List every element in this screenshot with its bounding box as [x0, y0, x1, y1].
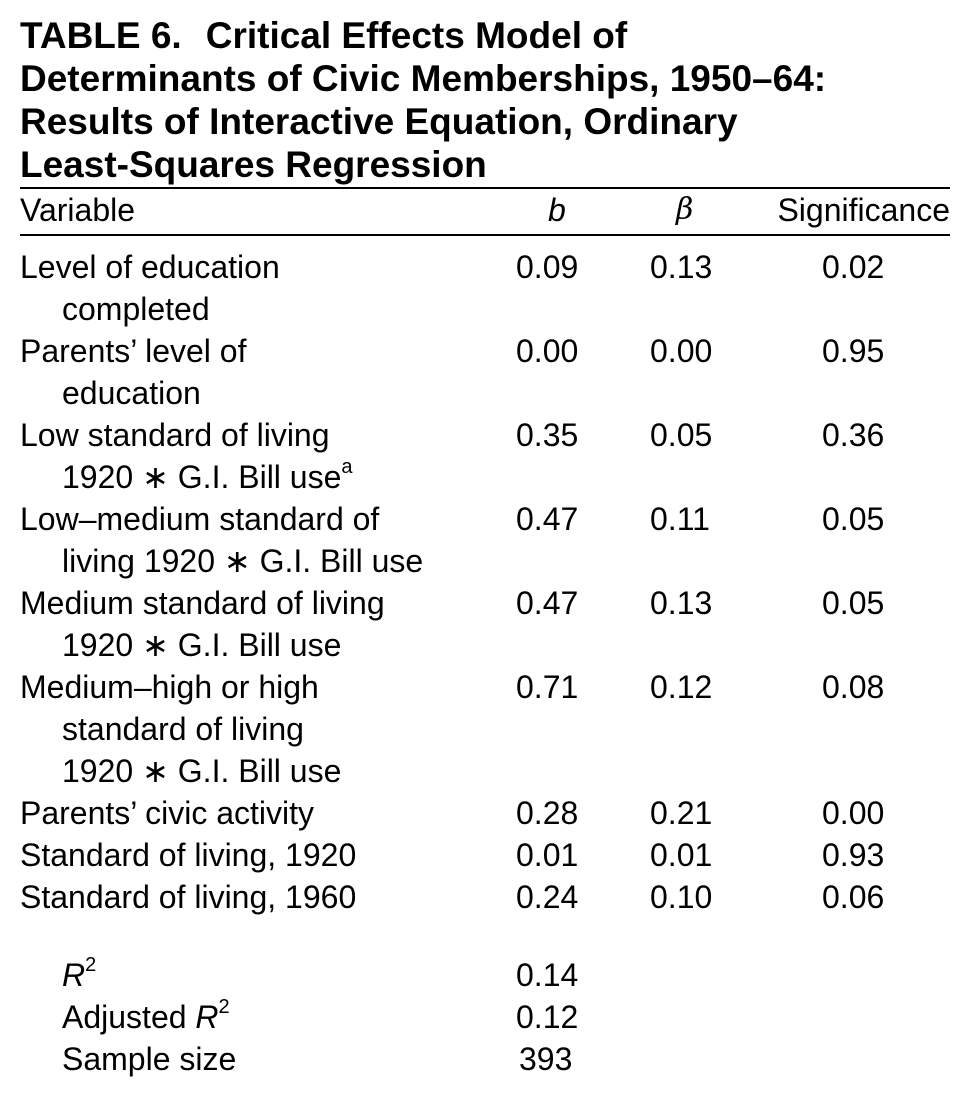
table-page: TABLE 6. Critical Effects Model of Determ…	[20, 0, 950, 1080]
table-row: Medium–high or high standard of living 192…	[20, 666, 950, 792]
stat-value-sample-size: 393	[519, 1041, 573, 1077]
row-significance-value: 0.93	[822, 837, 885, 873]
row-variable: Parents’ civic activity	[20, 792, 498, 834]
row-variable-label: Medium standard of living	[20, 585, 385, 621]
row-beta-value: 0.05	[650, 417, 713, 453]
row-significance-value: 0.05	[822, 501, 885, 537]
row-significance-value: 0.08	[822, 669, 885, 705]
column-header-significance: Significance	[738, 187, 950, 236]
row-beta-value: 0.13	[650, 585, 713, 621]
row-significance-value: 0.02	[822, 249, 885, 285]
stat-label-adjusted-r2: Adjusted R2	[20, 996, 498, 1038]
row-b-value: 0.35	[516, 417, 579, 453]
row-significance-value: 0.00	[822, 795, 885, 831]
row-variable-continuation: education	[62, 375, 201, 411]
row-variable-label: Standard of living, 1920	[20, 837, 357, 873]
stat-value-adjusted-r2: 0.12	[516, 999, 579, 1035]
r-symbol: R	[62, 957, 86, 993]
table-number: TABLE 6.	[20, 15, 182, 56]
row-b-value: 0.28	[516, 795, 579, 831]
row-variable-label: Medium–high or high	[20, 669, 319, 705]
table-title-line-2: Determinants of Civic Memberships, 1950–…	[20, 58, 827, 99]
row-b-value: 0.09	[516, 249, 579, 285]
stat-row-adjusted-r2: Adjusted R2 0.12	[20, 996, 950, 1038]
stat-label-sample-size: Sample size	[62, 1041, 237, 1077]
row-b-value: 0.24	[516, 879, 579, 915]
row-b-value: 0.47	[516, 585, 579, 621]
footnote-marker: a	[341, 456, 353, 479]
table-row: Parents’ level of education 0.00 0.00 0.95	[20, 330, 950, 414]
row-variable-label: Parents’ level of	[20, 333, 247, 369]
stat-value-r2: 0.14	[516, 957, 579, 993]
table-row: Low standard of living 1920 ∗ G.I. Bill u…	[20, 414, 950, 498]
row-significance-value: 0.36	[822, 417, 885, 453]
r-symbol: R	[195, 999, 219, 1035]
table-row: Standard of living, 1920 0.01 0.01 0.93	[20, 834, 950, 876]
table-title: TABLE 6. Critical Effects Model of Determ…	[20, 14, 950, 186]
table-header-row: Variable b β Significance	[20, 187, 950, 236]
row-variable-continuation: 1920 ∗ G.I. Bill use	[62, 627, 342, 663]
row-variable-label: Standard of living, 1960	[20, 879, 357, 915]
table-title-line-4: Least-Squares Regression	[20, 144, 487, 185]
r-exponent: 2	[218, 996, 230, 1019]
adjusted-prefix: Adjusted	[62, 999, 196, 1035]
table-row: Parents’ civic activity 0.28 0.21 0.00	[20, 792, 950, 834]
row-b-value: 0.00	[516, 333, 579, 369]
row-beta-value: 0.10	[650, 879, 713, 915]
table-row: Medium standard of living 1920 ∗ G.I. Bil…	[20, 582, 950, 666]
row-beta-value: 0.21	[650, 795, 713, 831]
row-variable-label: Low standard of living	[20, 417, 330, 453]
table-spacer	[20, 918, 950, 954]
row-significance-value: 0.05	[822, 585, 885, 621]
row-variable-continuation: living 1920 ∗ G.I. Bill use	[62, 543, 424, 579]
row-beta-value: 0.00	[650, 333, 713, 369]
row-variable: Medium standard of living 1920 ∗ G.I. Bil…	[20, 582, 498, 666]
table-title-line-3: Results of Interactive Equation, Ordinar…	[20, 101, 738, 142]
regression-table: Variable b β Significance Level of educa…	[20, 187, 950, 1080]
stat-label-r2: R2	[20, 954, 498, 996]
row-variable-label: Parents’ civic activity	[20, 795, 314, 831]
table-title-line-1: TABLE 6. Critical Effects Model of	[20, 15, 628, 56]
row-variable-continuation: standard of living	[62, 711, 304, 747]
row-variable: Low–medium standard of living 1920 ∗ G.I.…	[20, 498, 498, 582]
row-significance-value: 0.95	[822, 333, 885, 369]
table-row: Level of education completed 0.09 0.13 0.02	[20, 235, 950, 330]
r-exponent: 2	[85, 954, 97, 977]
row-b-value: 0.47	[516, 501, 579, 537]
row-variable-label: Level of education	[20, 249, 280, 285]
row-variable: Parents’ level of education	[20, 330, 498, 414]
column-header-beta: β	[628, 187, 738, 236]
row-beta-value: 0.01	[650, 837, 713, 873]
stat-row-sample-size: Sample size 393	[20, 1038, 950, 1080]
row-variable: Medium–high or high standard of living 192…	[20, 666, 498, 792]
row-variable-continuation: completed	[62, 291, 210, 327]
row-beta-value: 0.12	[650, 669, 713, 705]
table-body: Level of education completed 0.09 0.13 0.02 P…	[20, 235, 950, 1080]
row-variable: Low standard of living 1920 ∗ G.I. Bill u…	[20, 414, 498, 498]
row-variable-continuation-with-note: 1920 ∗ G.I. Bill usea	[20, 456, 498, 498]
row-beta-value: 0.13	[650, 249, 713, 285]
table-row: Standard of living, 1960 0.24 0.10 0.06	[20, 876, 950, 918]
row-variable: Level of education completed	[20, 235, 498, 330]
row-variable-continuation: 1920 ∗ G.I. Bill use	[62, 459, 342, 495]
row-beta-value: 0.11	[650, 501, 710, 537]
row-significance-value: 0.06	[822, 879, 885, 915]
row-variable: Standard of living, 1960	[20, 876, 498, 918]
column-header-variable: Variable	[20, 187, 498, 236]
row-b-value: 0.01	[516, 837, 579, 873]
row-variable-continuation: 1920 ∗ G.I. Bill use	[62, 753, 342, 789]
column-header-b: b	[498, 187, 628, 236]
row-variable-label: Low–medium standard of	[20, 501, 380, 537]
row-b-value: 0.71	[516, 669, 579, 705]
row-variable: Standard of living, 1920	[20, 834, 498, 876]
stat-row-r2: R2 0.14	[20, 954, 950, 996]
table-row: Low–medium standard of living 1920 ∗ G.I.…	[20, 498, 950, 582]
